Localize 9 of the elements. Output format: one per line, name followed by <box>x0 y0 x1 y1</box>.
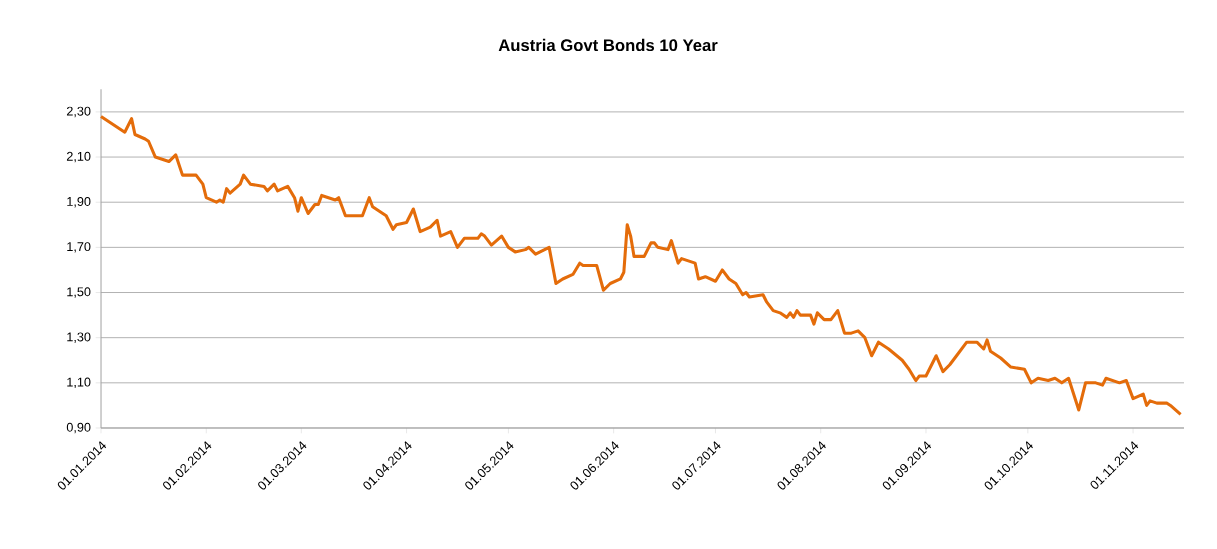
y-tick-label: 2,30 <box>66 106 91 118</box>
y-tick-label: 0,90 <box>66 422 91 434</box>
y-tick-label: 1,90 <box>67 196 91 208</box>
y-tick-label: 1,50 <box>67 287 91 298</box>
y-tick-label: 1,70 <box>67 242 91 253</box>
y-tick-label: 1,10 <box>67 377 91 389</box>
y-tick-label: 2,10 <box>66 151 91 163</box>
chart-title: Austria Govt Bonds 10 Year <box>498 38 718 52</box>
y-tick-label: 1,30 <box>67 332 91 343</box>
